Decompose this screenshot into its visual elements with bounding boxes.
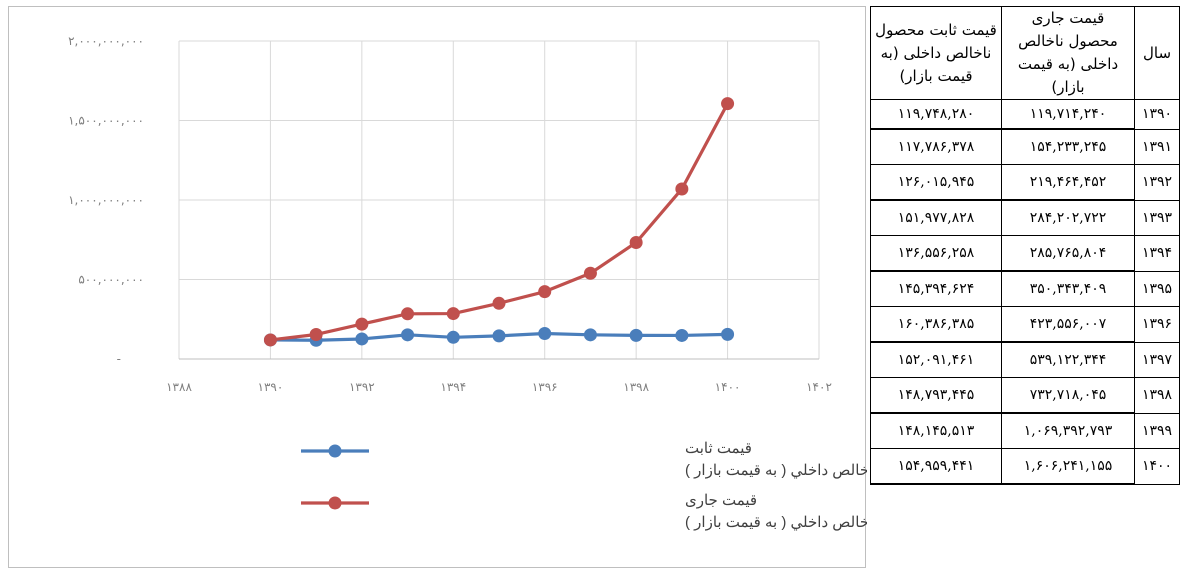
- table-row: ۱۴۸,۱۴۵,۵۱۳ ۱,۰۶۹,۳۹۲,۷۹۳ ۱۳۹۹: [870, 412, 1180, 449]
- table-body: ۱۱۹,۷۴۸,۲۸۰ ۱۱۹,۷۱۴,۲۴۰ ۱۳۹۰ ۱۱۷,۷۸۶,۳۷۸ ۱۵۴…: [870, 99, 1180, 485]
- cell-fixed-price: ۱۵۲,۰۹۱,۴۶۱: [870, 341, 1002, 378]
- cell-current-price: ۱,۶۰۶,۲۴۱,۱۵۵: [1001, 448, 1135, 485]
- cell-year: ۱۴۰۰: [1134, 448, 1180, 485]
- cell-current-price: ۵۳۹,۱۲۲,۳۴۴: [1001, 341, 1135, 378]
- legend-swatch-marker: [328, 496, 342, 510]
- x-tick-label: ۱۳۸۸: [166, 380, 192, 394]
- cell-fixed-price: ۱۶۰,۳۸۶,۳۸۵: [870, 306, 1002, 343]
- header-current-price: قيمت جاری محصول ناخالص داخلی (به قيمت با…: [1001, 6, 1135, 100]
- table-row: ۱۵۲,۰۹۱,۴۶۱ ۵۳۹,۱۲۲,۳۴۴ ۱۳۹۷: [870, 341, 1180, 378]
- legend-swatch-marker: [328, 444, 342, 458]
- legend-label: قيمت ثابت: [685, 440, 752, 457]
- table-row: ۱۱۹,۷۴۸,۲۸۰ ۱۱۹,۷۱۴,۲۴۰ ۱۳۹۰: [870, 99, 1180, 130]
- header-fixed-price: قيمت ثابت محصول ناخالص داخلی (به قيمت با…: [870, 6, 1002, 100]
- data-point: [355, 332, 369, 346]
- data-point: [446, 307, 460, 321]
- data-point: [446, 330, 460, 344]
- data-point: [721, 97, 735, 111]
- legend-label: قيمت جاری: [685, 492, 757, 509]
- data-point: [401, 307, 415, 321]
- x-tick-label: ۱۳۹۸: [623, 380, 649, 394]
- y-tick-label: ۱,۰۰۰,۰۰۰,۰۰۰: [68, 193, 144, 207]
- legend-label: محصول ناخالص داخلي ( به قيمت بازار ): [685, 514, 867, 531]
- table-row: ۱۳۶,۵۵۶,۲۵۸ ۲۸۵,۷۶۵,۸۰۴ ۱۳۹۴: [870, 235, 1180, 272]
- x-tick-label: ۱۳۹۶: [532, 380, 558, 394]
- x-tick-label: ۱۳۹۰: [258, 380, 284, 394]
- cell-current-price: ۱۵۴,۲۳۳,۲۴۵: [1001, 128, 1135, 165]
- cell-current-price: ۱۱۹,۷۱۴,۲۴۰: [1001, 99, 1135, 130]
- data-point: [583, 328, 597, 342]
- data-point: [309, 327, 323, 341]
- cell-fixed-price: ۱۱۹,۷۴۸,۲۸۰: [870, 99, 1002, 130]
- legend: قيمت ثابت محصول ناخالص داخلي ( به قيمت با…: [301, 440, 867, 531]
- cell-current-price: ۲۸۵,۷۶۵,۸۰۴: [1001, 235, 1135, 272]
- header-year: سال: [1134, 6, 1180, 100]
- y-tick-label: -: [117, 352, 121, 366]
- cell-fixed-price: ۱۲۶,۰۱۵,۹۴۵: [870, 164, 1002, 201]
- cell-year: ۱۳۹۹: [1134, 412, 1180, 449]
- cell-year: ۱۳۹۵: [1134, 270, 1180, 307]
- cell-fixed-price: ۱۱۷,۷۸۶,۳۷۸: [870, 128, 1002, 165]
- cell-year: ۱۳۹۸: [1134, 377, 1180, 414]
- cell-fixed-price: ۱۵۴,۹۵۹,۴۴۱: [870, 448, 1002, 485]
- table-row: ۱۵۱,۹۷۷,۸۲۸ ۲۸۴,۲۰۲,۷۲۲ ۱۳۹۳: [870, 199, 1180, 236]
- data-point: [263, 333, 277, 347]
- data-point: [721, 327, 735, 341]
- table-row: ۱۴۸,۷۹۳,۴۴۵ ۷۳۲,۷۱۸,۰۴۵ ۱۳۹۸: [870, 377, 1180, 414]
- cell-year: ۱۳۹۶: [1134, 306, 1180, 343]
- cell-fixed-price: ۱۵۱,۹۷۷,۸۲۸: [870, 199, 1002, 236]
- table-row: ۱۴۵,۳۹۴,۶۲۴ ۳۵۰,۳۴۳,۴۰۹ ۱۳۹۵: [870, 270, 1180, 307]
- cell-fixed-price: ۱۴۸,۷۹۳,۴۴۵: [870, 377, 1002, 414]
- cell-current-price: ۴۲۳,۵۵۶,۰۰۷: [1001, 306, 1135, 343]
- gdp-data-table: قيمت ثابت محصول ناخالص داخلی (به قيمت با…: [870, 6, 1180, 485]
- cell-year: ۱۳۹۱: [1134, 128, 1180, 165]
- x-tick-label: ۱۳۹۴: [440, 380, 466, 394]
- table-row: ۱۵۴,۹۵۹,۴۴۱ ۱,۶۰۶,۲۴۱,۱۵۵ ۱۴۰۰: [870, 448, 1180, 485]
- legend-label: محصول ناخالص داخلي ( به قيمت بازار ): [685, 462, 867, 479]
- data-point: [675, 182, 689, 196]
- data-point: [629, 235, 643, 249]
- line-chart: - ۵۰۰,۰۰۰,۰۰۰ ۱,۰۰۰,۰۰۰,۰۰۰ ۱,۵۰۰,۰۰۰,۰۰۰ ۲,…: [68, 34, 867, 531]
- y-tick-label: ۲,۰۰۰,۰۰۰,۰۰۰: [68, 34, 144, 48]
- cell-current-price: ۲۱۹,۴۶۴,۴۵۲: [1001, 164, 1135, 201]
- chart-panel: - ۵۰۰,۰۰۰,۰۰۰ ۱,۰۰۰,۰۰۰,۰۰۰ ۱,۵۰۰,۰۰۰,۰۰۰ ۲,…: [8, 6, 867, 568]
- data-point: [401, 328, 415, 342]
- x-tick-label: ۱۴۰۰: [715, 380, 741, 394]
- data-point: [583, 266, 597, 280]
- cell-year: ۱۳۹۷: [1134, 341, 1180, 378]
- x-tick-label: ۱۳۹۲: [349, 380, 375, 394]
- cell-current-price: ۷۳۲,۷۱۸,۰۴۵: [1001, 377, 1135, 414]
- cell-current-price: ۳۵۰,۳۴۳,۴۰۹: [1001, 270, 1135, 307]
- table-row: ۱۱۷,۷۸۶,۳۷۸ ۱۵۴,۲۳۳,۲۴۵ ۱۳۹۱: [870, 128, 1180, 165]
- table-row: ۱۶۰,۳۸۶,۳۸۵ ۴۲۳,۵۵۶,۰۰۷ ۱۳۹۶: [870, 306, 1180, 343]
- data-point: [675, 328, 689, 342]
- table-header-row: قيمت ثابت محصول ناخالص داخلی (به قيمت با…: [870, 6, 1180, 100]
- y-tick-label: ۵۰۰,۰۰۰,۰۰۰: [78, 273, 144, 287]
- cell-current-price: ۲۸۴,۲۰۲,۷۲۲: [1001, 199, 1135, 236]
- table-row: ۱۲۶,۰۱۵,۹۴۵ ۲۱۹,۴۶۴,۴۵۲ ۱۳۹۲: [870, 164, 1180, 201]
- data-point: [492, 296, 506, 310]
- grid-layer: [178, 40, 820, 360]
- data-point: [538, 326, 552, 340]
- cell-year: ۱۳۹۲: [1134, 164, 1180, 201]
- cell-year: ۱۳۹۳: [1134, 199, 1180, 236]
- data-point: [492, 329, 506, 343]
- data-point: [629, 328, 643, 342]
- data-point: [355, 317, 369, 331]
- axis-layer: - ۵۰۰,۰۰۰,۰۰۰ ۱,۰۰۰,۰۰۰,۰۰۰ ۱,۵۰۰,۰۰۰,۰۰۰ ۲,…: [68, 34, 832, 394]
- data-point: [538, 285, 552, 299]
- x-tick-label: ۱۴۰۲: [806, 380, 832, 394]
- cell-current-price: ۱,۰۶۹,۳۹۲,۷۹۳: [1001, 412, 1135, 449]
- y-tick-label: ۱,۵۰۰,۰۰۰,۰۰۰: [68, 114, 144, 128]
- cell-year: ۱۳۹۰: [1134, 99, 1180, 130]
- cell-fixed-price: ۱۳۶,۵۵۶,۲۵۸: [870, 235, 1002, 272]
- cell-fixed-price: ۱۴۸,۱۴۵,۵۱۳: [870, 412, 1002, 449]
- series-layer: [263, 97, 735, 347]
- cell-year: ۱۳۹۴: [1134, 235, 1180, 272]
- cell-fixed-price: ۱۴۵,۳۹۴,۶۲۴: [870, 270, 1002, 307]
